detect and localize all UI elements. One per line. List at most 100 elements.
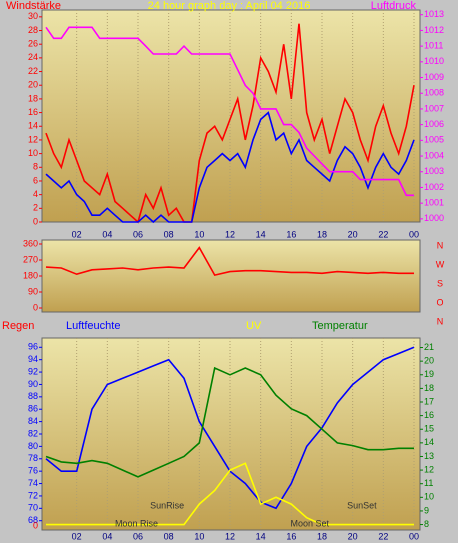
y2-tick-label: 1008 xyxy=(424,88,444,98)
x-tick-label: 22 xyxy=(378,531,388,541)
panel-climate xyxy=(41,337,421,531)
series-line xyxy=(45,23,415,224)
y-tick-label: 96 xyxy=(28,342,38,352)
rain-tick-label: 0 xyxy=(33,520,38,530)
y2-tick-label: 1005 xyxy=(424,135,444,145)
y2-tick-label: 21 xyxy=(424,342,434,352)
legend-humidity: Luftfeuchte xyxy=(66,320,120,332)
x-tick-label: 20 xyxy=(348,531,358,541)
direction-label: N xyxy=(437,316,444,326)
series-line xyxy=(45,26,414,197)
y-tick-label: 14 xyxy=(28,121,38,131)
y-tick-label: 24 xyxy=(28,52,38,62)
panel-direction xyxy=(41,239,421,313)
y-tick-label: 6 xyxy=(33,175,38,185)
y2-tick-label: 18 xyxy=(424,383,434,393)
y-tick-label: 80 xyxy=(28,441,38,451)
y2-tick-label: 8 xyxy=(424,519,429,529)
y-tick-label: 68 xyxy=(28,515,38,525)
y-tick-label: 86 xyxy=(28,404,38,414)
y-tick-label: 16 xyxy=(28,107,38,117)
y2-tick-label: 1002 xyxy=(424,182,444,192)
y2-tick-label: 1006 xyxy=(424,119,444,129)
x-tick-label: 10 xyxy=(194,229,204,239)
y-tick-label: 28 xyxy=(28,25,38,35)
annotation: Moon Set xyxy=(290,518,329,528)
y-tick-label: 90 xyxy=(28,286,38,296)
y2-tick-label: 1004 xyxy=(424,150,444,160)
series-line xyxy=(45,111,415,224)
y-tick-label: 180 xyxy=(23,270,38,280)
x-tick-label: 14 xyxy=(256,531,266,541)
y2-tick-label: 11 xyxy=(424,478,433,488)
y-tick-label: 74 xyxy=(28,478,38,488)
y-axis-label: Windstärke xyxy=(6,0,61,12)
y2-tick-label: 1009 xyxy=(424,72,444,82)
y-tick-label: 8 xyxy=(33,162,38,172)
y-tick-label: 2 xyxy=(33,203,38,213)
y-tick-label: 26 xyxy=(28,39,38,49)
y-tick-label: 0 xyxy=(33,302,38,312)
y-tick-label: 72 xyxy=(28,490,38,500)
x-tick-label: 18 xyxy=(317,531,327,541)
annotation: SunRise xyxy=(150,500,184,510)
annotation: Moon Rise xyxy=(115,518,158,528)
y2-axis-label: Luftdruck xyxy=(371,0,417,12)
y-tick-label: 70 xyxy=(28,503,38,513)
y-tick-label: 82 xyxy=(28,428,38,438)
direction-label: O xyxy=(436,297,443,307)
x-tick-label: 00 xyxy=(409,229,419,239)
x-tick-label: 20 xyxy=(348,229,358,239)
x-tick-label: 06 xyxy=(133,531,143,541)
y-tick-label: 76 xyxy=(28,466,38,476)
y2-tick-label: 1001 xyxy=(424,198,444,208)
x-tick-label: 16 xyxy=(286,229,296,239)
chart-title: 24 hour graph day : April 04 2016 xyxy=(148,0,311,12)
y2-tick-label: 9 xyxy=(424,505,429,515)
x-tick-label: 10 xyxy=(194,531,204,541)
y2-tick-label: 1013 xyxy=(424,9,444,19)
x-tick-label: 06 xyxy=(133,229,143,239)
series-line xyxy=(45,366,414,478)
legend-temperature: Temperatur xyxy=(312,320,368,332)
y-tick-label: 0 xyxy=(33,216,38,226)
y-tick-label: 360 xyxy=(23,238,38,248)
y-tick-label: 22 xyxy=(28,66,38,76)
x-tick-label: 22 xyxy=(378,229,388,239)
x-tick-label: 04 xyxy=(102,229,112,239)
y-tick-label: 12 xyxy=(28,134,38,144)
y2-tick-label: 15 xyxy=(424,424,434,434)
x-tick-label: 16 xyxy=(286,531,296,541)
x-tick-label: 12 xyxy=(225,229,235,239)
y-tick-label: 84 xyxy=(28,416,38,426)
y2-tick-label: 20 xyxy=(424,356,434,366)
y-tick-label: 94 xyxy=(28,354,38,364)
y-tick-label: 4 xyxy=(33,189,38,199)
y-tick-label: 88 xyxy=(28,391,38,401)
x-tick-label: 12 xyxy=(225,531,235,541)
y-tick-label: 18 xyxy=(28,93,38,103)
y-tick-label: 92 xyxy=(28,366,38,376)
direction-label: S xyxy=(437,278,443,288)
y2-tick-label: 1011 xyxy=(424,40,443,50)
y-tick-label: 20 xyxy=(28,80,38,90)
y2-tick-label: 12 xyxy=(424,464,434,474)
x-tick-label: 00 xyxy=(409,531,419,541)
series-line xyxy=(45,246,414,277)
x-tick-label: 02 xyxy=(72,229,82,239)
annotation: SunSet xyxy=(347,500,377,510)
y-tick-label: 270 xyxy=(23,254,38,264)
y2-tick-label: 13 xyxy=(424,451,434,461)
x-tick-label: 08 xyxy=(164,531,174,541)
y2-tick-label: 1000 xyxy=(424,213,444,223)
y2-tick-label: 1012 xyxy=(424,25,444,35)
rain-label: Regen xyxy=(2,320,34,332)
y-tick-label: 90 xyxy=(28,379,38,389)
legend-uv: UV xyxy=(246,320,262,332)
x-tick-label: 18 xyxy=(317,229,327,239)
y-tick-label: 78 xyxy=(28,453,38,463)
series-line xyxy=(46,462,414,526)
y2-tick-label: 10 xyxy=(424,492,434,502)
y2-tick-label: 16 xyxy=(424,410,434,420)
